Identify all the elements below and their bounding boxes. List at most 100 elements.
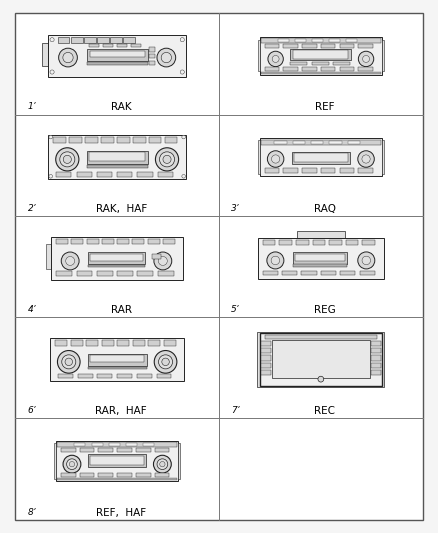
Bar	[382, 41, 384, 71]
Bar	[42, 43, 48, 67]
Bar	[149, 61, 155, 65]
Circle shape	[358, 151, 374, 167]
Bar	[56, 271, 72, 276]
Text: RAR,  HAF: RAR, HAF	[95, 406, 147, 416]
Circle shape	[272, 155, 280, 163]
Bar	[97, 37, 109, 43]
Bar	[295, 39, 306, 42]
Bar	[143, 443, 154, 446]
Circle shape	[362, 155, 370, 163]
Circle shape	[162, 358, 170, 366]
Bar	[77, 271, 92, 276]
Bar	[155, 473, 170, 477]
Bar	[282, 271, 297, 275]
Circle shape	[65, 358, 73, 366]
Bar	[87, 49, 148, 61]
Bar	[261, 363, 271, 368]
Circle shape	[154, 351, 177, 373]
Circle shape	[160, 462, 165, 467]
Circle shape	[49, 174, 53, 178]
Bar	[69, 137, 82, 143]
Bar	[321, 44, 336, 48]
Bar	[293, 141, 305, 143]
Text: RAQ: RAQ	[314, 204, 336, 214]
Circle shape	[267, 151, 284, 167]
Bar	[136, 448, 151, 453]
Bar	[138, 172, 153, 177]
Bar	[360, 271, 375, 275]
Text: REF: REF	[315, 102, 335, 112]
Text: 1ʹ: 1ʹ	[28, 102, 36, 111]
Bar	[89, 152, 145, 160]
Bar	[371, 356, 381, 361]
Bar	[88, 367, 147, 369]
Bar	[148, 340, 160, 346]
Bar	[297, 231, 345, 238]
Bar	[132, 239, 144, 244]
Circle shape	[61, 252, 79, 270]
Bar	[339, 67, 354, 71]
Bar	[117, 374, 132, 378]
Circle shape	[180, 38, 184, 42]
Circle shape	[50, 38, 54, 42]
Bar	[293, 264, 347, 267]
Circle shape	[267, 252, 284, 269]
Bar	[358, 168, 373, 173]
Bar	[149, 137, 162, 143]
Bar	[102, 340, 114, 346]
Bar	[339, 44, 354, 48]
Bar	[90, 355, 145, 362]
Bar	[87, 151, 148, 164]
Bar	[283, 44, 298, 48]
Bar	[126, 443, 137, 446]
Bar	[56, 239, 68, 244]
Bar	[260, 139, 382, 176]
Bar	[61, 448, 76, 453]
Circle shape	[50, 70, 54, 74]
Circle shape	[62, 355, 76, 369]
Bar	[97, 374, 112, 378]
Bar	[54, 443, 56, 479]
Bar	[329, 141, 342, 143]
Bar	[117, 340, 129, 346]
Bar	[263, 271, 278, 275]
Bar	[371, 341, 381, 346]
Bar	[149, 54, 155, 59]
Bar	[56, 441, 178, 481]
Circle shape	[159, 152, 175, 167]
Circle shape	[157, 48, 176, 67]
Bar	[371, 348, 381, 353]
Bar	[131, 44, 141, 47]
Bar	[48, 35, 187, 77]
Bar	[88, 253, 145, 264]
Circle shape	[67, 459, 77, 470]
Circle shape	[66, 256, 74, 265]
Bar	[117, 137, 130, 143]
Circle shape	[363, 55, 370, 62]
Bar	[346, 39, 357, 42]
Bar	[71, 37, 82, 43]
Bar	[302, 168, 317, 173]
Bar	[261, 72, 381, 74]
Bar	[117, 44, 127, 47]
Bar	[261, 140, 381, 145]
Circle shape	[180, 70, 184, 74]
Text: RAK,  HAF: RAK, HAF	[95, 204, 147, 214]
Bar	[301, 271, 317, 275]
Bar	[261, 341, 271, 346]
Bar	[124, 37, 135, 43]
Bar	[101, 137, 114, 143]
Bar	[261, 348, 271, 353]
Text: 4ʹ: 4ʹ	[28, 305, 36, 314]
Bar	[358, 44, 373, 48]
Bar	[272, 340, 370, 377]
Circle shape	[268, 51, 283, 67]
Bar	[71, 239, 83, 244]
Bar	[263, 240, 276, 245]
Circle shape	[159, 355, 173, 369]
Bar	[321, 67, 336, 71]
Text: REF,  HAF: REF, HAF	[96, 507, 146, 518]
Bar	[158, 271, 173, 276]
Circle shape	[182, 174, 185, 178]
Bar	[71, 340, 83, 346]
